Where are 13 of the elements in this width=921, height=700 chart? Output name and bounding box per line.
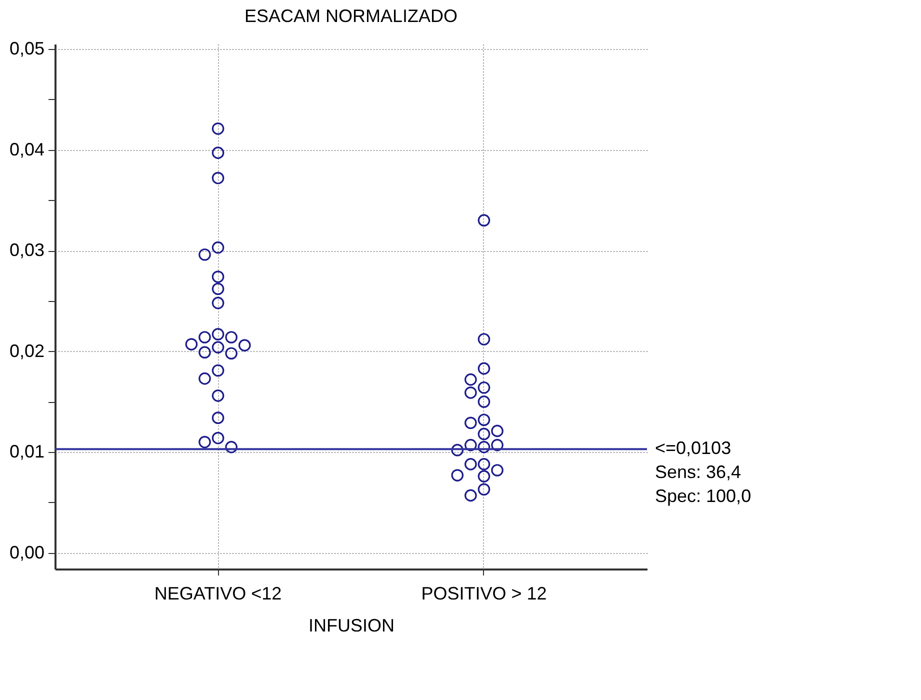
y-tick-label: 0,00 — [9, 542, 44, 562]
text: Spec: 100,0 — [655, 486, 752, 506]
y-tick-label: 0,02 — [9, 340, 44, 361]
y-tick-label: 0,01 — [9, 442, 44, 462]
ref-line-label: <=0,0103 — [655, 438, 732, 458]
x-tick-label: POSITIVO > 12 — [421, 584, 547, 604]
chart-title: ESACAM NORMALIZADO — [244, 6, 458, 26]
x-tick-label: NEGATIVO <12 — [154, 584, 282, 604]
x-axis-title: INFUSION — [308, 616, 395, 636]
y-tick-label: 0,04 — [9, 139, 44, 160]
text: Sens: 36,4 — [655, 462, 742, 482]
y-tick-label: 0,05 — [9, 38, 44, 59]
y-tick-label: 0,03 — [9, 240, 44, 260]
